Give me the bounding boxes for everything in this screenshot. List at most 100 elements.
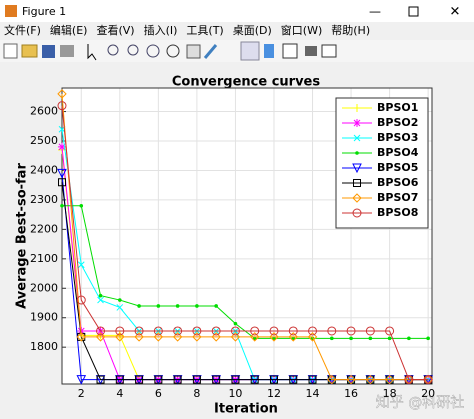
minimize-button[interactable]: — xyxy=(369,5,381,19)
marker xyxy=(289,375,298,384)
legend-label: BPSO4 xyxy=(377,146,419,159)
toolbar-icons xyxy=(3,41,337,61)
marker xyxy=(192,332,202,342)
marker xyxy=(327,374,337,385)
marker xyxy=(212,375,221,384)
marker xyxy=(231,375,240,384)
marker xyxy=(384,374,395,385)
marker xyxy=(288,326,298,336)
marker xyxy=(173,326,183,336)
marker xyxy=(134,332,144,342)
marker xyxy=(76,332,86,342)
marker xyxy=(115,326,125,336)
toolbar xyxy=(0,40,474,62)
marker xyxy=(172,332,183,342)
menu-item[interactable]: 查看(V) xyxy=(96,23,134,37)
marker xyxy=(115,332,125,342)
y-axis-label: Average Best-so-far xyxy=(15,163,30,309)
legend-box xyxy=(335,97,429,229)
y-tick-label: 2200 xyxy=(30,222,58,235)
marker xyxy=(192,375,201,384)
series-line xyxy=(61,93,429,381)
marker xyxy=(195,304,199,308)
marker xyxy=(230,326,240,336)
series-line xyxy=(61,105,429,381)
legend-label: BPSO5 xyxy=(377,161,418,174)
x-tick-label: 16 xyxy=(344,387,358,400)
menu-item[interactable]: 工具(T) xyxy=(186,24,223,37)
menu-item[interactable]: 帮助(H) xyxy=(331,23,370,37)
marker xyxy=(308,326,318,336)
menu-item[interactable]: 插入(I) xyxy=(144,23,178,37)
marker xyxy=(308,375,317,384)
marker xyxy=(250,375,259,384)
maximize-button[interactable] xyxy=(408,6,419,17)
menu-item[interactable]: 窗口(W) xyxy=(281,23,322,37)
x-tick-label: 8 xyxy=(193,387,200,400)
marker xyxy=(58,142,66,151)
marker xyxy=(96,375,105,384)
marker xyxy=(175,304,180,308)
x-tick-label: 20 xyxy=(421,387,435,400)
legend-marker xyxy=(352,163,362,174)
marker xyxy=(387,336,392,341)
legend-label: BPSO7 xyxy=(377,191,418,204)
menu-item[interactable]: 编辑(E) xyxy=(50,23,88,37)
x-tick-label: 12 xyxy=(267,387,281,400)
menu-item[interactable]: 桌面(D) xyxy=(233,24,272,37)
marker xyxy=(272,336,276,341)
marker xyxy=(96,326,106,336)
y-tick-label: 1800 xyxy=(30,340,58,353)
close-button[interactable]: ✕ xyxy=(450,5,461,20)
marker xyxy=(95,332,106,342)
x-axis-label: Iteration xyxy=(214,402,278,417)
marker xyxy=(291,336,296,341)
x-tick-label: 4 xyxy=(116,387,123,400)
legend-label: BPSO1 xyxy=(377,101,418,114)
marker xyxy=(76,375,87,385)
marker xyxy=(58,178,66,187)
marker xyxy=(385,326,395,336)
y-tick-label: 2400 xyxy=(30,163,58,176)
marker xyxy=(76,295,86,305)
marker xyxy=(97,296,104,304)
marker xyxy=(156,304,161,308)
marker xyxy=(365,326,375,336)
marker xyxy=(329,336,334,341)
marker xyxy=(346,326,356,336)
axes-frame xyxy=(61,87,433,385)
legend-marker xyxy=(352,208,362,218)
marker xyxy=(346,374,356,385)
legend-label: BPSO8 xyxy=(377,206,418,219)
marker xyxy=(79,204,84,208)
menu-item[interactable]: 文件(F) xyxy=(4,23,41,37)
marker xyxy=(269,375,278,384)
marker xyxy=(57,101,67,111)
marker xyxy=(252,336,257,341)
marker xyxy=(211,326,221,336)
marker xyxy=(214,304,218,308)
legend-marker xyxy=(353,179,361,187)
y-tick-label: 2500 xyxy=(30,134,58,147)
watermark: 知乎 @科研社 xyxy=(376,394,464,411)
marker xyxy=(250,326,260,336)
marker xyxy=(307,332,318,342)
marker xyxy=(134,326,144,336)
marker xyxy=(57,89,67,99)
y-tick-label: 2000 xyxy=(30,281,58,294)
chart-title: Convergence curves xyxy=(172,75,321,90)
legend-label: BPSO2 xyxy=(377,116,418,129)
legend-marker xyxy=(353,119,361,127)
marker xyxy=(116,304,124,311)
legend-label: BPSO3 xyxy=(377,131,418,144)
legend-marker xyxy=(355,151,359,155)
marker xyxy=(233,321,238,326)
marker xyxy=(135,375,144,384)
marker xyxy=(423,375,433,385)
y-tick-label: 1900 xyxy=(30,311,58,324)
x-tick-label: 2 xyxy=(78,387,85,400)
marker xyxy=(77,261,85,269)
app-icon xyxy=(5,5,17,17)
